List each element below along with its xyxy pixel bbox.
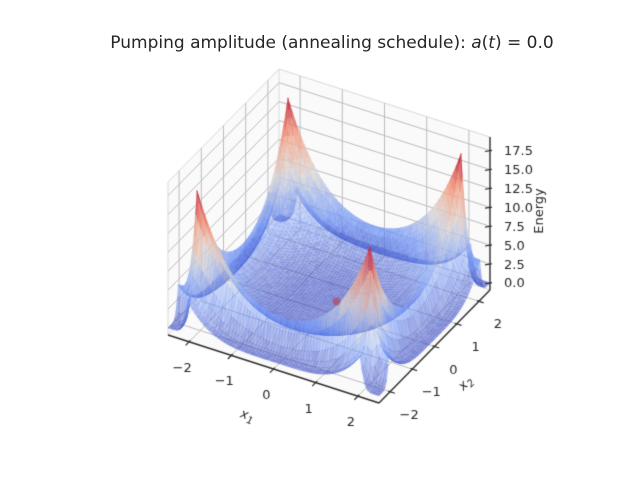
plot-title-value: ) = 0.0 <box>494 33 554 53</box>
plot-title-var-t: t <box>488 33 495 53</box>
plot-title-paren-open: ( <box>481 33 489 53</box>
plot-title-var-a: a <box>471 33 482 53</box>
plot-title: Pumping amplitude (annealing schedule): … <box>110 33 553 53</box>
plot-title-text: Pumping amplitude (annealing schedule): <box>110 33 472 53</box>
